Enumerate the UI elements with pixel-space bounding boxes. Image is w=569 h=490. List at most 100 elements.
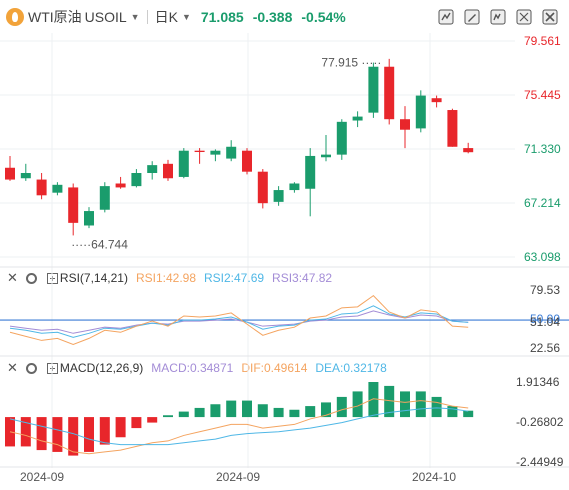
candle-body — [68, 187, 79, 223]
candle-body — [415, 95, 426, 129]
candle-body — [99, 186, 110, 210]
rsi1-value: RSI1:42.98 — [135, 271, 196, 285]
macd-value: MACD:0.34871 — [151, 361, 234, 375]
candle-body — [147, 165, 158, 174]
max-price-label: 77.915 ····· — [321, 56, 381, 70]
candle-body — [52, 184, 63, 193]
candle-body — [447, 110, 458, 147]
price-axis-label: 71.330 — [524, 142, 561, 156]
chevron-down-icon: ▼ — [181, 11, 191, 22]
candle-body — [194, 150, 205, 153]
price-change-percent: -0.54% — [301, 8, 346, 25]
macd-histogram-bar — [289, 409, 300, 418]
macd-histogram-bar — [20, 417, 31, 447]
close-icon[interactable] — [540, 7, 560, 27]
candle-body — [20, 173, 31, 179]
chevron-down-icon: ▼ — [130, 11, 140, 22]
macd-histogram-bar — [194, 407, 205, 418]
candle-body — [257, 171, 268, 204]
candle-body — [163, 163, 173, 179]
oil-drop-icon — [6, 7, 24, 26]
macd-histogram-bar — [305, 406, 316, 418]
macd-histogram-bar — [321, 402, 331, 418]
macd-histogram-bar — [99, 417, 110, 445]
candle-body — [400, 119, 410, 130]
macd-histogram-bar — [415, 391, 426, 418]
macd-histogram-bar — [336, 396, 347, 418]
macd-histogram-bar — [226, 400, 237, 418]
candle-body — [384, 66, 395, 120]
close-indicator-icon[interactable]: ✕ — [7, 360, 18, 375]
candle-body — [131, 173, 142, 187]
macd-histogram-bar — [52, 417, 63, 452]
measure-icon[interactable] — [488, 7, 508, 27]
candle-body — [336, 121, 347, 155]
macd-histogram-bar — [242, 400, 252, 418]
last-price: 71.085 — [200, 8, 244, 25]
macd-name: MACD(12,26,9) — [59, 361, 144, 375]
rsi-axis-label: 50.00 — [530, 312, 560, 326]
macd-legend: ✕ MACD(12,26,9) MACD:0.34871 DIF:0.49614… — [0, 358, 387, 378]
candle-body — [321, 154, 331, 158]
macd-histogram-bar — [163, 415, 173, 418]
time-axis-label: 2024-09 — [216, 470, 260, 484]
price-axis-label: 75.445 — [524, 88, 561, 102]
candle-body — [115, 183, 126, 188]
macd-histogram-bar — [257, 404, 268, 418]
candle-body — [305, 155, 316, 189]
rsi3-line — [9, 310, 469, 334]
gear-icon[interactable] — [25, 272, 37, 284]
rsi2-line — [9, 305, 469, 338]
chart-settings-icon[interactable] — [436, 7, 456, 27]
fullscreen-icon[interactable] — [514, 7, 534, 27]
candle-body — [226, 146, 237, 159]
candle-body — [352, 116, 363, 121]
rsi-name: RSI(7,14,21) — [59, 271, 128, 285]
symbol-code: USOIL — [84, 8, 127, 25]
macd-axis-label: -2.44949 — [516, 455, 564, 469]
chart-header: WTI原油 USOIL ▼ 日K ▼ 71.085 -0.388 -0.54% — [0, 0, 569, 33]
macd-histogram-bar — [400, 391, 410, 418]
dea-line — [9, 407, 469, 446]
close-indicator-icon[interactable]: ✕ — [7, 270, 18, 285]
macd-histogram-bar — [131, 417, 142, 429]
divider — [146, 9, 148, 24]
interval-label: 日K — [154, 8, 178, 25]
macd-histogram-bar — [384, 385, 395, 418]
macd-histogram-bar — [68, 417, 79, 456]
rsi-axis-label: 79.53 — [530, 283, 560, 297]
macd-histogram-bar — [463, 410, 474, 418]
candle-body — [5, 167, 15, 180]
macd-histogram-bar — [210, 404, 221, 418]
macd-histogram-bar — [147, 417, 158, 423]
candle-body — [368, 66, 379, 113]
drawing-tools-icon[interactable] — [462, 7, 482, 27]
rsi-legend: ✕ RSI(7,14,21) RSI1:42.98 RSI2:47.69 RSI… — [0, 268, 332, 288]
gear-icon[interactable] — [25, 362, 37, 374]
dif-line — [9, 398, 469, 455]
macd-axis-label: -0.26802 — [516, 415, 564, 429]
candle-body — [36, 179, 47, 196]
symbol-name: WTI原油 — [28, 8, 82, 25]
rsi-axis-label: 51.04 — [530, 315, 560, 329]
candle-body — [463, 148, 474, 153]
rsi3-value: RSI3:47.82 — [272, 271, 333, 285]
price-change: -0.388 — [252, 8, 293, 25]
macd-histogram-bar — [115, 417, 126, 438]
price-axis-label: 79.561 — [524, 34, 561, 48]
rsi2-value: RSI2:47.69 — [204, 271, 265, 285]
macd-histogram-bar — [178, 411, 189, 418]
symbol-selector[interactable]: WTI原油 USOIL ▼ — [6, 7, 140, 27]
macd-histogram-bar — [352, 391, 363, 418]
macd-histogram-bar — [368, 382, 379, 418]
interval-selector[interactable]: 日K ▼ — [155, 7, 191, 27]
candle-body — [289, 183, 300, 191]
macd-axis-label: 1.91346 — [516, 375, 560, 389]
dea-value: DEA:0.32178 — [315, 361, 387, 375]
time-axis-label: 2024-09 — [20, 470, 64, 484]
min-price-label: ·····64.744 — [71, 237, 128, 251]
price-axis-label: 67.214 — [524, 196, 561, 210]
candle-body — [178, 150, 189, 177]
rsi1-line — [9, 294, 469, 346]
